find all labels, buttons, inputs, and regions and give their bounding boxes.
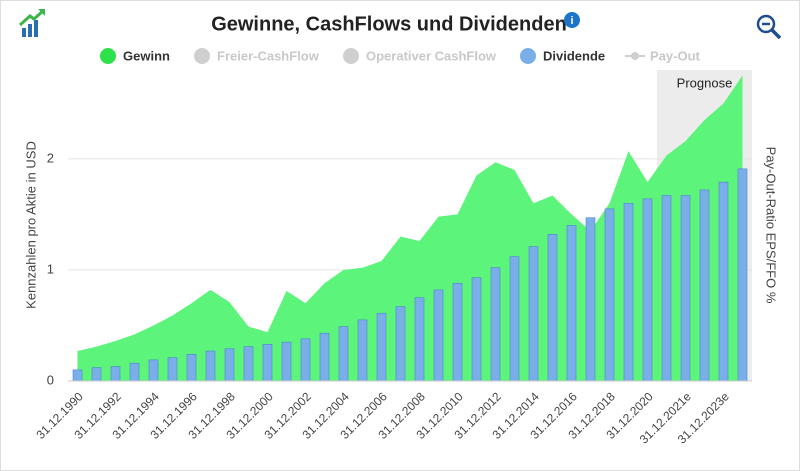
bar [585,217,596,382]
bar [718,181,729,382]
zoom-out-button[interactable] [756,14,782,40]
bar [509,256,520,382]
legend-label: Dividende [543,48,605,63]
bar [224,348,235,382]
bar [566,225,577,382]
logo-icon [18,8,46,37]
bar [205,350,216,382]
bar [186,354,197,382]
legend-marker [631,52,639,60]
bar [72,369,83,382]
bar [167,357,178,382]
legend-marker [100,48,116,64]
bar [642,198,653,382]
legend-marker [343,48,359,64]
svg-text:i: i [570,15,573,27]
y-axis-label: Kennzahlen pro Aktie in USD [23,141,38,309]
bar [319,332,330,382]
info-icon[interactable]: i [564,12,580,28]
bar [680,195,691,382]
bar [395,306,406,382]
bar [604,208,615,382]
bar [528,246,539,382]
legend-marker [520,48,536,64]
y-tick-label: 2 [47,150,54,165]
bar [376,312,387,382]
bar [414,297,425,382]
bar [243,346,254,382]
bar [623,202,634,382]
y-tick-label: 0 [47,372,54,387]
y-tick-label: 1 [47,261,54,276]
forecast-label: Prognose [677,75,733,90]
bar [490,267,501,382]
bar [737,168,748,382]
bar [262,344,273,382]
y2-axis-label: Pay-Out-Ratio EPS/FFO % [764,147,779,304]
legend-label: Operativer CashFlow [366,48,497,63]
bar [699,189,710,382]
legend-label: Pay-Out [650,48,701,63]
bar [547,234,558,382]
legend-label: Freier-CashFlow [217,48,320,63]
bar [91,367,102,382]
legend-label: Gewinn [123,48,170,63]
bar [300,338,311,382]
bar [110,366,121,382]
bar [433,289,444,382]
bar [661,195,672,382]
legend-marker [194,48,210,64]
bar [357,319,368,382]
bar [281,341,292,382]
bar [471,277,482,382]
bar [148,359,159,382]
bar [129,362,140,382]
chart-title: Gewinne, CashFlows und Dividenden [211,13,567,35]
bar [338,326,349,382]
bar [452,282,463,382]
